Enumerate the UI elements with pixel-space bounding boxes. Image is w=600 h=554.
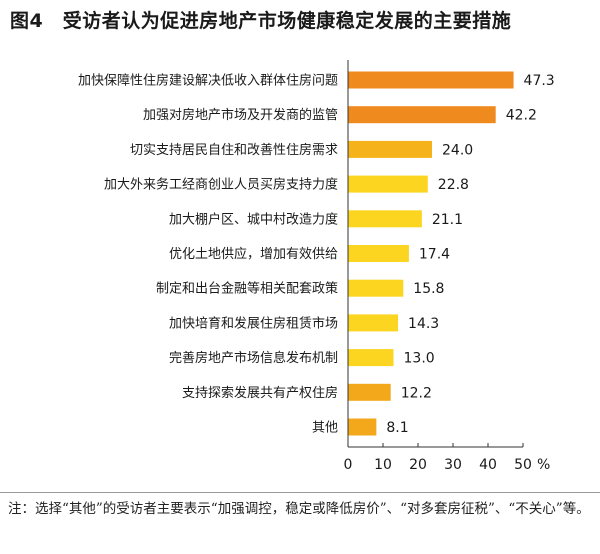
bar	[348, 140, 432, 158]
x-tick-label: 40	[479, 457, 497, 473]
x-tick-label: 20	[409, 457, 427, 473]
category-label: 支持探索发展共有产权住房	[182, 385, 338, 401]
value-label: 47.3	[524, 73, 555, 89]
bar	[348, 383, 391, 401]
bar	[348, 349, 394, 367]
bar	[348, 279, 404, 297]
value-label: 15.8	[413, 281, 444, 297]
bar	[348, 245, 409, 262]
value-label: 8.1	[386, 420, 408, 436]
bar-chart: 加快保障性住房建设解决低收入群体住房问题 47.3 加强对房地产市场及开发商的监管 4…	[78, 60, 555, 473]
bar	[348, 418, 377, 436]
category-label: 优化土地供应，增加有效供给	[169, 246, 338, 262]
note-divider	[0, 492, 600, 493]
value-label: 12.2	[401, 385, 432, 401]
category-label: 切实支持居民自住和改善性住房需求	[130, 142, 338, 158]
category-label: 加快保障性住房建设解决低收入群体住房问题	[78, 73, 338, 89]
value-label: 22.8	[438, 177, 469, 193]
x-tick-label: 0	[344, 457, 353, 473]
category-label: 加大外来务工经商创业人员买房支持力度	[104, 177, 338, 193]
value-label: 14.3	[408, 316, 439, 332]
chart-title: 图4 受访者认为促进房地产市场健康稳定发展的主要措施	[10, 10, 512, 32]
value-label: 42.2	[506, 108, 537, 124]
category-label: 加快培育和发展住房租赁市场	[169, 315, 338, 331]
value-label: 24.0	[442, 142, 473, 158]
x-tick-label: 10	[374, 457, 392, 473]
bar	[348, 314, 399, 332]
x-tick-label: 50	[514, 457, 532, 473]
bar	[348, 210, 422, 228]
category-label: 完善房地产市场信息发布机制	[169, 350, 338, 366]
x-unit-label: %	[537, 457, 550, 473]
category-label: 加强对房地产市场及开发商的监管	[143, 107, 338, 123]
category-label: 其他	[312, 421, 338, 436]
x-tick-label: 30	[444, 457, 462, 473]
bar	[348, 106, 496, 124]
bar	[348, 71, 514, 89]
value-label: 17.4	[419, 247, 450, 263]
footnote: 注：选择“其他”的受访者主要表示“加强调控，稳定或降低房价”、“对多套房征税”、…	[8, 501, 590, 517]
category-label: 制定和出台金融等相关配套政策	[156, 281, 338, 297]
bar	[348, 175, 428, 193]
category-label: 加大棚户区、城中村改造力度	[169, 211, 338, 227]
value-label: 21.1	[432, 212, 463, 228]
value-label: 13.0	[404, 351, 435, 367]
